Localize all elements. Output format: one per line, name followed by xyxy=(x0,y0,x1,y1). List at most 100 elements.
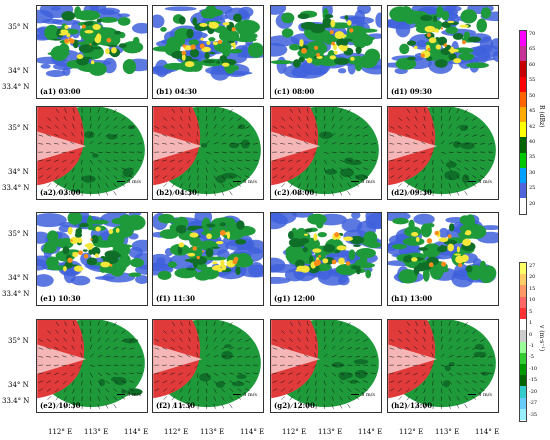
panel-label: (c2) 08:00 xyxy=(274,188,315,197)
colorbar-segment xyxy=(520,263,526,275)
wind-scale-label: 8 m/s xyxy=(351,392,375,398)
colorbar-segment xyxy=(520,363,526,376)
colorbar-tick: 70 xyxy=(529,31,536,37)
longitude-label: 112° E xyxy=(399,428,424,436)
colorbar-tick: 65 xyxy=(529,46,536,53)
latitude-label: 35° N xyxy=(8,124,29,132)
colorbar-tick: 20 xyxy=(529,200,536,207)
longitude-label: 113° E xyxy=(200,428,225,436)
panel-label: (g1) 12:00 xyxy=(274,294,315,303)
colorbar-tick: -35 xyxy=(529,411,538,418)
colorbar-segment xyxy=(520,76,526,92)
latitude-label: 35° N xyxy=(8,230,29,238)
latitude-label: 33.4° N xyxy=(2,83,30,91)
colorbar-tick: 55 xyxy=(529,77,536,84)
colorbar-tick: -27 xyxy=(529,400,538,407)
longitude-label: 114° E xyxy=(358,428,383,436)
latitude-label: 34° N xyxy=(8,274,29,282)
latitude-label: 35° N xyxy=(8,337,29,345)
latitude-label: 34° N xyxy=(8,381,29,389)
latitude-label: 33.4° N xyxy=(2,290,30,298)
longitude-label: 112° E xyxy=(164,428,189,436)
colorbar-tick: 50 xyxy=(529,92,536,99)
colorbar-segment xyxy=(520,31,526,47)
panel-label: (b1) 04:30 xyxy=(156,87,197,96)
colorbar-segment xyxy=(520,330,526,342)
colorbar-segment xyxy=(520,319,526,331)
panel-a1: (a1) 03:00 xyxy=(36,5,148,99)
colorbar-tick: 0 xyxy=(529,331,533,338)
colorbar-tick: 45 xyxy=(529,108,536,115)
colorbar-tick: 60 xyxy=(529,61,536,68)
panel-label: (h1) 13:00 xyxy=(391,294,433,303)
colorbar-tick: 1 xyxy=(529,320,533,327)
colorbar-tick: 5 xyxy=(529,308,533,315)
wind-scale-label: 8 m/s xyxy=(117,179,141,185)
longitude-label: 114° E xyxy=(475,428,500,436)
panel-label: (f2) 11:30 xyxy=(156,401,196,410)
colorbar-tick: 42 xyxy=(529,123,536,130)
colorbar-segment xyxy=(520,91,526,108)
velocity-colorbar-title: v (m·s⁻¹) xyxy=(538,325,545,352)
panel-label: (d1) 09:30 xyxy=(391,87,432,96)
longitude-label: 112° E xyxy=(48,428,73,436)
panel-b1: (b1) 04:30 xyxy=(152,5,264,99)
wind-scale-label: 8 m/s xyxy=(117,392,141,398)
wind-scale-label: 8 m/s xyxy=(351,179,375,185)
colorbar-tick: 30 xyxy=(529,169,536,176)
wind-scale-label: 8 m/s xyxy=(233,179,257,185)
panel-g1: (g1) 12:00 xyxy=(270,212,382,306)
colorbar-segment xyxy=(520,107,526,123)
colorbar-segment xyxy=(520,137,526,153)
panel-label: (f1) 11:30 xyxy=(156,294,196,303)
panel-b2: (b2) 04:30 8 m/s xyxy=(152,106,264,200)
longitude-label: 113° E xyxy=(84,428,109,436)
panel-g2: (g2) 12:00 8 m/s xyxy=(270,319,382,413)
colorbar-tick: -10 xyxy=(529,365,538,372)
colorbar-tick: -20 xyxy=(529,388,538,395)
longitude-label: 112° E xyxy=(282,428,307,436)
wind-scale-label: 8 m/s xyxy=(468,392,492,398)
longitude-label: 113° E xyxy=(435,428,460,436)
colorbar-segment xyxy=(520,341,526,353)
panel-e1: (e1) 10:30 xyxy=(36,212,148,306)
reflectivity-colorbar-title: R (dBz) xyxy=(538,105,545,128)
colorbar-segment xyxy=(520,375,526,387)
colorbar-tick: -5 xyxy=(529,354,534,361)
colorbar-tick: 27 xyxy=(529,263,536,269)
longitude-label: 114° E xyxy=(240,428,265,436)
latitude-label: 33.4° N xyxy=(2,397,30,405)
panel-f1: (f1) 11:30 xyxy=(152,212,264,306)
colorbar-segment xyxy=(520,122,526,138)
longitude-label: 113° E xyxy=(318,428,343,436)
reflectivity-colorbar xyxy=(519,30,527,215)
panel-f2: (f2) 11:30 8 m/s xyxy=(152,319,264,413)
colorbar-tick: 25 xyxy=(529,185,536,192)
latitude-label: 34° N xyxy=(8,67,29,75)
colorbar-segment xyxy=(520,274,526,286)
colorbar-segment xyxy=(520,61,526,77)
panel-a2: (a2) 03:00 8 m/s xyxy=(36,106,148,200)
panel-c2: (c2) 08:00 8 m/s xyxy=(270,106,382,200)
colorbar-tick: 20 xyxy=(529,274,536,281)
colorbar-segment xyxy=(520,386,526,398)
colorbar-segment xyxy=(520,183,526,199)
colorbar-segment xyxy=(520,285,526,297)
colorbar-segment xyxy=(520,352,526,364)
panel-label: (d2) 09:30 xyxy=(391,188,432,197)
panel-h2: (h2) 13:00 8 m/s xyxy=(387,319,499,413)
colorbar-segment xyxy=(520,397,526,409)
colorbar-tick: 35 xyxy=(529,154,536,161)
latitude-label: 33.4° N xyxy=(2,184,30,192)
colorbar-tick: 40 xyxy=(529,138,536,145)
longitude-label: 114° E xyxy=(124,428,149,436)
panel-label: (h2) 13:00 xyxy=(391,401,433,410)
colorbar-segment xyxy=(520,198,526,214)
panel-c1: (c1) 08:00 xyxy=(270,5,382,99)
panel-label: (g2) 12:00 xyxy=(274,401,315,410)
colorbar-segment xyxy=(520,46,526,62)
panel-e2: (e2) 10:30 8 m/s xyxy=(36,319,148,413)
colorbar-segment xyxy=(520,167,526,184)
colorbar-segment xyxy=(520,152,526,168)
velocity-colorbar xyxy=(519,262,527,422)
